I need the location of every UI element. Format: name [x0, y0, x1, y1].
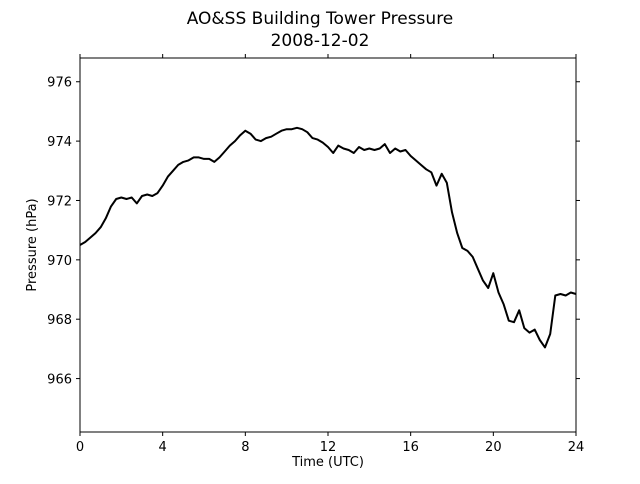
x-tick-label: 24 — [568, 440, 585, 455]
x-axis: 0 4 8 12 16 20 24 — [76, 54, 584, 455]
x-axis-label: Time (UTC) — [291, 455, 364, 470]
y-tick-label: 974 — [47, 135, 72, 150]
chart-subtitle: 2008-12-02 — [271, 31, 370, 51]
y-axis: 966 968 970 972 974 976 — [47, 76, 580, 388]
x-tick-label: 0 — [76, 440, 84, 455]
y-tick-label: 966 — [47, 373, 72, 388]
y-tick-label: 968 — [47, 313, 72, 328]
x-tick-label: 20 — [485, 440, 502, 455]
x-tick-label: 16 — [402, 440, 419, 455]
y-tick-label: 976 — [47, 76, 72, 91]
y-axis-label: Pressure (hPa) — [25, 198, 40, 291]
y-tick-label: 972 — [47, 194, 72, 209]
plot-area-frame — [79, 57, 577, 433]
x-tick-label: 4 — [159, 440, 167, 455]
chart-title: AO&SS Building Tower Pressure — [187, 9, 454, 29]
x-tick-label: 8 — [241, 440, 249, 455]
y-tick-label: 970 — [47, 254, 72, 269]
x-tick-label: 12 — [320, 440, 337, 455]
series-line-pressure — [79, 126, 577, 349]
